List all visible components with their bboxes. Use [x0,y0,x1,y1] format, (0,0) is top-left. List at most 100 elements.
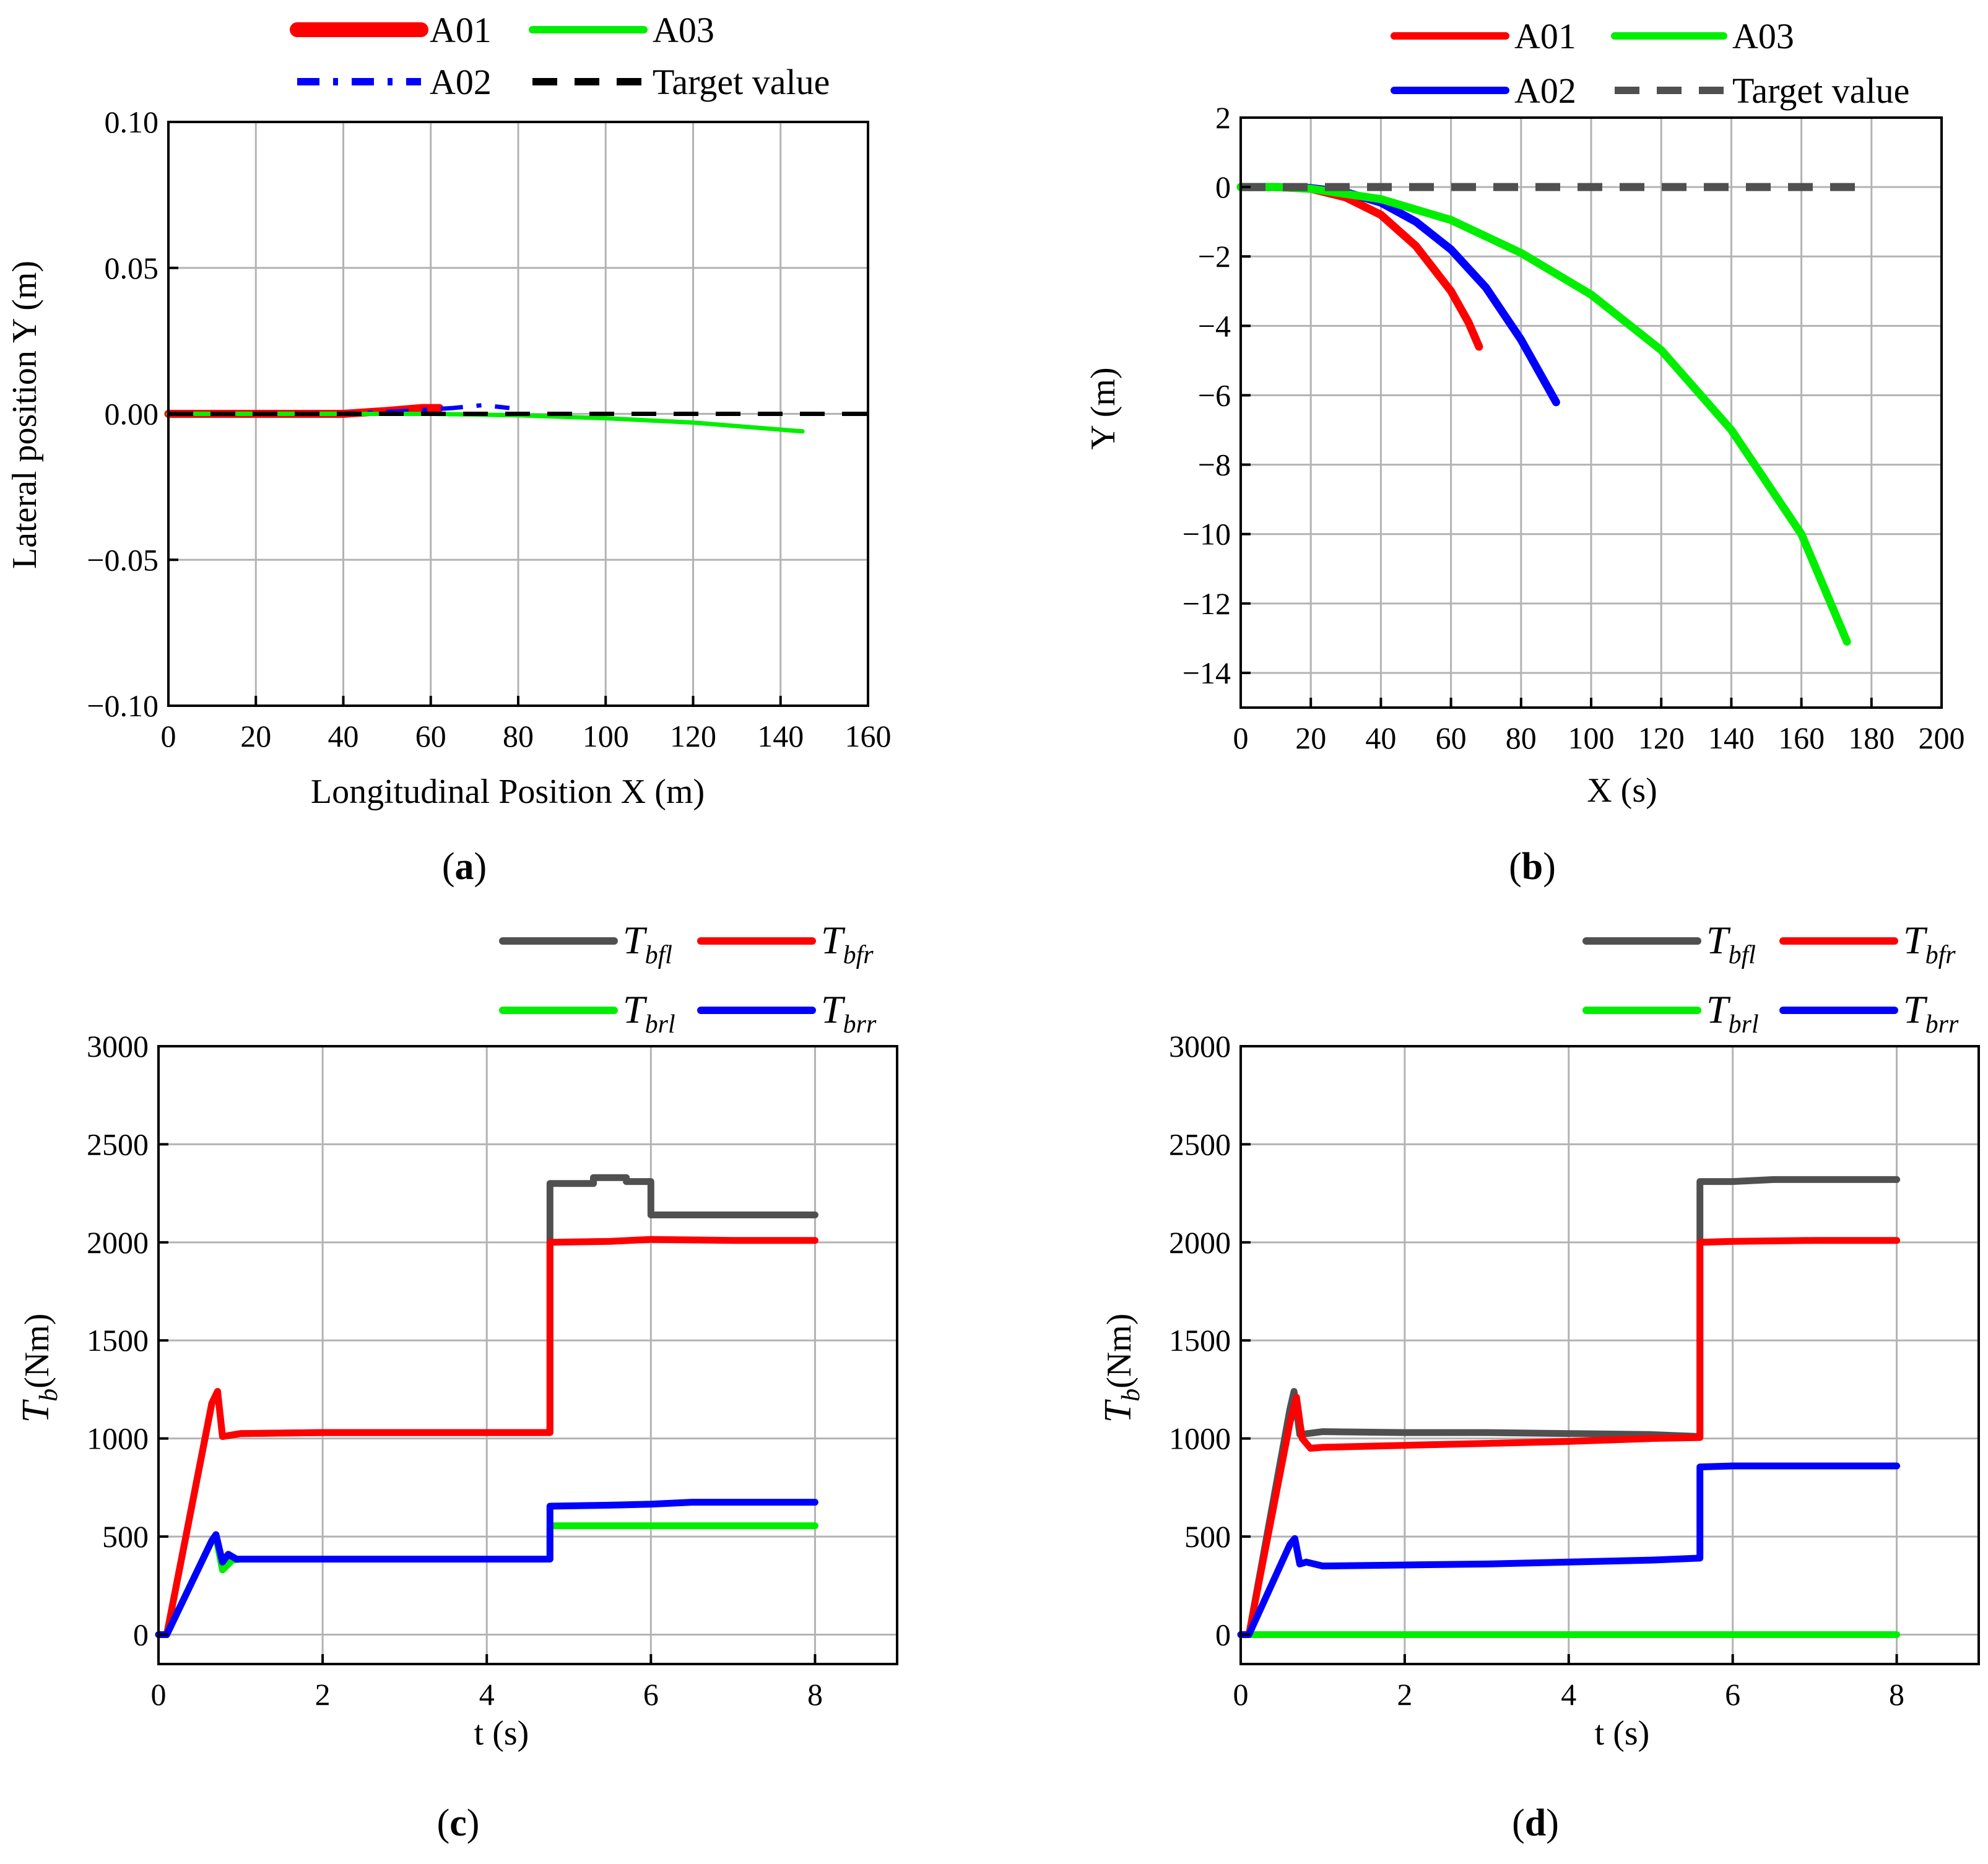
panel-label-open: ( [437,1802,450,1844]
panel-label-open: ( [442,846,455,888]
panel-label-close: ) [467,1802,480,1844]
y-tick-label: 2500 [87,1127,149,1161]
x-tick-label: 8 [1889,1677,1904,1712]
x-tick-label: 60 [415,719,446,753]
y-tick-label: 2 [1215,100,1231,135]
y-axis-label: Tb(Nm) [15,1314,63,1423]
y-tick-label: −14 [1183,656,1231,690]
series-line-t_bfr [155,1236,818,1638]
legend-label: Tbrr [1903,987,1959,1039]
x-axis-label: t (s) [1595,1714,1650,1753]
x-tick-label: 0 [151,1677,167,1712]
legend-label: Tbfl [623,918,672,969]
panel-label-letter: c [449,1802,467,1844]
x-tick-label: 4 [1561,1677,1576,1712]
y-axis-label-symbol: T [15,1398,57,1423]
y-tick-label: 2000 [1169,1225,1231,1260]
series-line-t_bfr [1237,1237,1901,1638]
x-tick-label: 40 [1365,721,1396,755]
x-tick-label: 6 [643,1677,659,1712]
y-tick-label: 0.05 [105,251,159,285]
y-axis-label: Y (m) [1084,367,1122,449]
panel-label-letter: a [455,846,474,888]
y-tick-label: −8 [1198,448,1231,482]
y-tick-label: 3000 [87,1029,149,1064]
x-tick-label: 4 [479,1677,495,1712]
y-tick-label: 3000 [1169,1029,1231,1064]
x-tick-label: 140 [1708,721,1755,755]
chart-panel-c: 0 2 4 6 8 3000 2500 2000 1500 1000 500 0 t (s) Tb(Nm)… [15,918,898,1844]
y-axis-label: Lateral position Y (m) [6,261,44,569]
x-tick-label: 160 [845,719,892,753]
legend-label: A03 [1732,16,1794,56]
legend-label: Target value [653,62,830,102]
chart-panel-a: 0 20 40 60 80 100 120 140 160 0.10 0.05 0.00 −0.05 −0… [6,10,892,888]
x-tick-label: 180 [1848,721,1895,755]
panel-label: (a) [442,846,487,888]
series-line-a01 [1236,183,1483,351]
legend-label: Tbrr [821,987,877,1039]
y-axis-label: Tb(Nm) [1097,1314,1145,1423]
x-tick-label: 120 [1638,721,1685,755]
y-tick-label: 1000 [87,1421,149,1456]
x-tick-label: 20 [240,719,271,753]
panel-label-letter: d [1525,1802,1546,1844]
legend-label-symbol: T [821,987,846,1031]
legend-label: A03 [653,10,714,50]
x-axis-label: X (s) [1587,771,1657,810]
x-tick-label: 160 [1778,721,1825,755]
x-tick-label: 80 [1506,721,1537,755]
legend-label: Target value [1732,71,1909,111]
legend-label: Tbfr [821,918,874,969]
series-line-a02 [1236,183,1560,407]
y-tick-label: 0.10 [105,105,159,139]
legend-label-subscript: bfr [1925,941,1956,969]
x-tick-label: 40 [328,719,359,753]
y-tick-label: −12 [1183,586,1231,621]
y-tick-label: −2 [1198,239,1231,274]
panel-label-close: ) [1543,846,1556,888]
plot-frame [1239,1045,1980,1665]
legend-label: Tbfl [1706,918,1756,969]
series-line-a03 [1236,183,1851,646]
series-line-t_brr [1237,1462,1901,1638]
y-tick-label: 0.00 [105,397,159,431]
legend-label: Tbrl [1706,987,1759,1039]
legend-label-subscript: bfl [1729,941,1756,969]
y-tick-label: 1500 [1169,1323,1231,1358]
x-tick-label: 8 [807,1677,823,1712]
panel-label: (b) [1509,846,1556,888]
legend-label-symbol: T [1706,987,1731,1031]
panel-label: (c) [437,1802,480,1844]
y-tick-label: 2500 [1169,1127,1231,1161]
y-tick-label: 1000 [1169,1421,1231,1456]
panel-label: (d) [1512,1802,1559,1844]
chart-panel-d: 0 2 4 6 8 3000 2500 2000 1500 1000 500 0 t (s) Tb(Nm)… [1097,918,1980,1844]
y-tick-label: 500 [102,1519,149,1554]
y-tick-label: 0 [133,1617,149,1652]
x-tick-label: 2 [315,1677,331,1712]
y-tick-label: 2000 [87,1225,149,1260]
legend-label-subscript: brr [1925,1010,1959,1039]
series-line-t_bfl [1237,1176,1901,1638]
legend-label-subscript: brl [645,1010,675,1039]
legend-label-symbol: T [1903,918,1928,962]
x-tick-label: 0 [1233,721,1249,755]
plot-frame [157,1045,898,1665]
y-axis-label-unit: (Nm) [1100,1314,1139,1389]
panel-label-letter: b [1522,846,1543,888]
legend-label: A02 [1514,71,1576,111]
legend-label: A01 [430,10,492,50]
y-tick-label: 0 [1215,1617,1231,1652]
y-tick-label: −6 [1198,378,1231,412]
series-line-t_brr [155,1499,818,1638]
panel-label-close: ) [1546,1802,1559,1844]
y-axis-label-subscript: b [35,1389,63,1402]
x-tick-label: 20 [1295,721,1326,755]
x-tick-label: 6 [1725,1677,1740,1712]
x-tick-label: 80 [503,719,534,753]
y-tick-label: 1500 [87,1323,149,1358]
x-axis-label: t (s) [474,1714,529,1753]
y-tick-label: −0.05 [87,542,158,577]
